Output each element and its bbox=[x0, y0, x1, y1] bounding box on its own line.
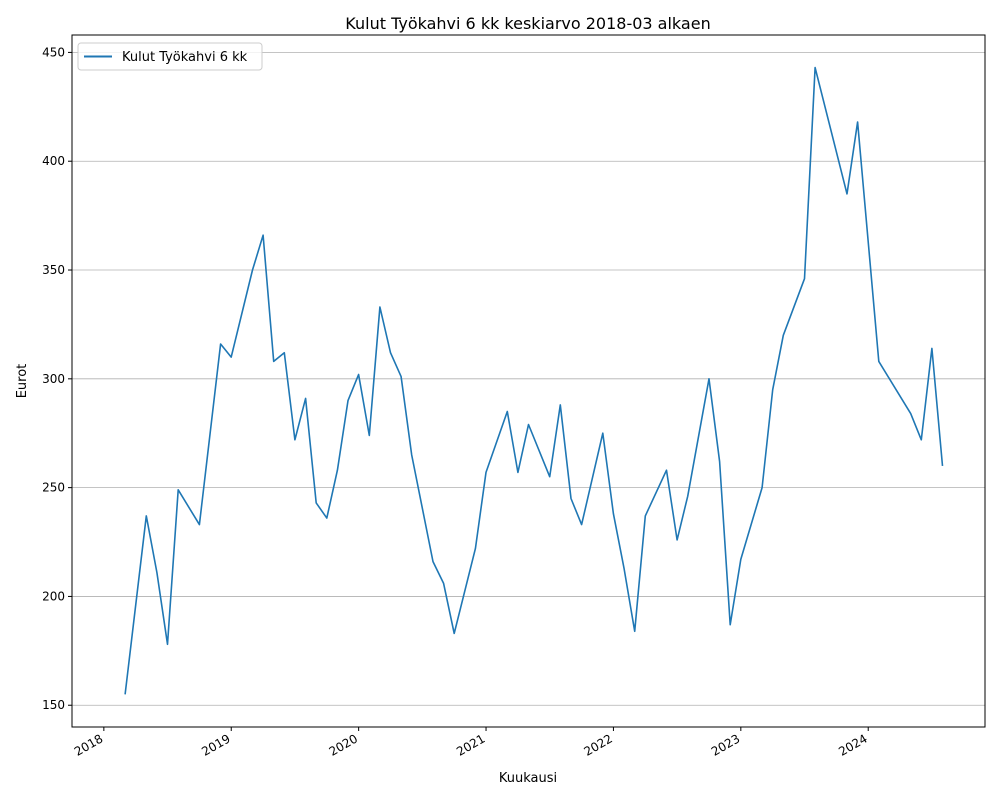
data-point bbox=[623, 567, 625, 569]
data-point bbox=[559, 404, 561, 406]
data-point bbox=[252, 269, 254, 271]
data-point bbox=[772, 389, 774, 391]
series-layer bbox=[124, 66, 944, 695]
data-point bbox=[273, 361, 275, 363]
data-point bbox=[761, 487, 763, 489]
y-tick-label: 200 bbox=[42, 589, 65, 603]
data-point bbox=[432, 561, 434, 563]
y-axis: 150 200 250 300 350 400 450 bbox=[42, 45, 72, 712]
data-point bbox=[230, 356, 232, 358]
data-point bbox=[719, 461, 721, 463]
data-point bbox=[347, 400, 349, 402]
data-point bbox=[644, 515, 646, 517]
data-point bbox=[687, 495, 689, 497]
y-tick-label: 150 bbox=[42, 698, 65, 712]
data-point bbox=[740, 559, 742, 561]
series-line bbox=[124, 66, 944, 695]
legend: Kulut Työkahvi 6 kk bbox=[77, 42, 263, 71]
data-point bbox=[666, 469, 668, 471]
x-axis-title: Kuukausi bbox=[499, 771, 557, 786]
data-point bbox=[920, 439, 922, 441]
data-point bbox=[782, 334, 784, 336]
data-point bbox=[156, 572, 158, 574]
data-point bbox=[729, 624, 731, 626]
data-point bbox=[390, 352, 392, 354]
data-point bbox=[804, 278, 806, 280]
plot-area-frame bbox=[71, 34, 986, 728]
y-tick-label: 400 bbox=[42, 154, 65, 168]
data-point bbox=[581, 524, 583, 526]
data-point bbox=[910, 413, 912, 415]
data-point bbox=[315, 502, 317, 504]
y-tick-label: 450 bbox=[42, 45, 65, 59]
data-point bbox=[485, 471, 487, 473]
data-point bbox=[337, 469, 339, 471]
y-axis-title: Eurot bbox=[15, 364, 30, 399]
data-point bbox=[453, 633, 455, 635]
y-tick-label: 250 bbox=[42, 481, 65, 495]
data-point bbox=[878, 361, 880, 363]
data-point bbox=[124, 693, 126, 695]
data-point bbox=[506, 411, 508, 413]
data-point bbox=[379, 306, 381, 308]
data-point bbox=[931, 347, 933, 349]
data-point bbox=[708, 378, 710, 380]
data-point bbox=[368, 435, 370, 437]
data-point bbox=[198, 524, 200, 526]
data-point bbox=[846, 193, 848, 195]
data-point bbox=[283, 352, 285, 354]
legend-box bbox=[77, 42, 263, 71]
data-point bbox=[475, 548, 477, 550]
legend-label: Kulut Työkahvi 6 kk bbox=[122, 50, 248, 65]
data-point bbox=[528, 424, 530, 426]
data-point bbox=[443, 582, 445, 584]
data-point bbox=[167, 643, 169, 645]
data-point bbox=[358, 374, 360, 376]
data-point bbox=[262, 234, 264, 236]
data-point bbox=[326, 517, 328, 519]
data-point bbox=[294, 439, 296, 441]
data-point bbox=[814, 67, 816, 69]
data-point bbox=[857, 121, 859, 123]
data-point bbox=[400, 376, 402, 378]
data-point bbox=[145, 515, 147, 517]
data-point bbox=[517, 471, 519, 473]
data-point bbox=[613, 513, 615, 515]
data-point bbox=[676, 539, 678, 541]
data-point bbox=[411, 454, 413, 456]
data-point bbox=[634, 630, 636, 632]
data-point bbox=[220, 343, 222, 345]
data-point bbox=[305, 398, 307, 400]
data-point bbox=[177, 489, 179, 491]
y-tick-label: 350 bbox=[42, 263, 65, 277]
chart-title: Kulut Työkahvi 6 kk keskiarvo 2018-03 al… bbox=[345, 14, 710, 33]
data-point bbox=[549, 476, 551, 478]
y-tick-label: 300 bbox=[42, 372, 65, 386]
data-point bbox=[570, 498, 572, 500]
data-point bbox=[602, 432, 604, 434]
data-point bbox=[942, 465, 944, 467]
